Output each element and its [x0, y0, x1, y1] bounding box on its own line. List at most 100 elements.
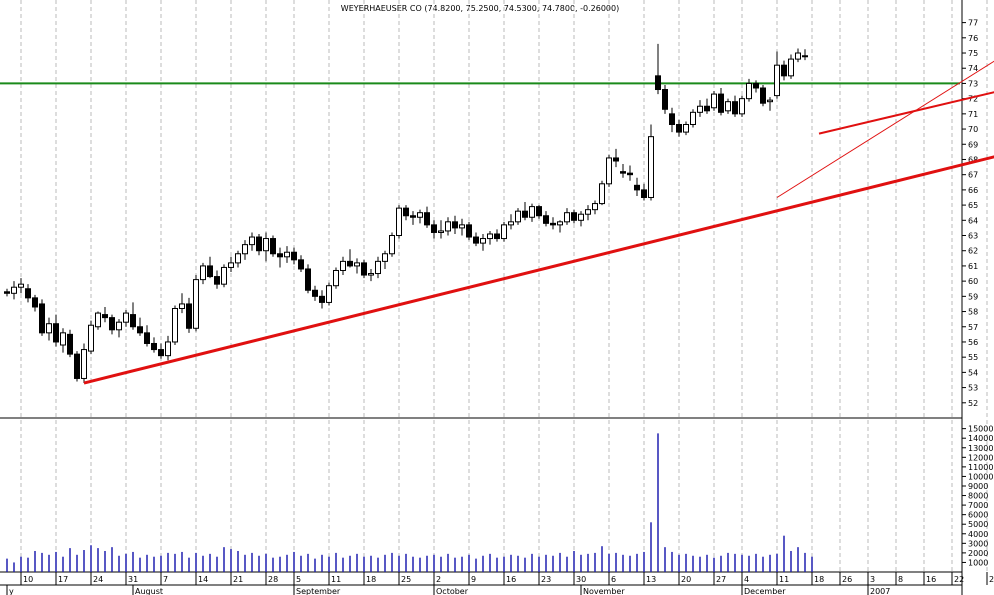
candle-body — [32, 297, 38, 308]
candle-body — [774, 64, 780, 97]
price-tick-label: 63 — [968, 232, 978, 241]
candle-body — [228, 262, 234, 268]
month-label: September — [296, 587, 341, 595]
volume-tick-label: 3000 — [968, 539, 988, 548]
candle-body — [445, 221, 451, 232]
candle-body — [389, 235, 395, 255]
price-tick-label: 58 — [968, 308, 978, 317]
candle-body — [312, 289, 318, 297]
date-tick-label: 22 — [954, 575, 964, 584]
candle-body — [767, 99, 773, 103]
candle-body — [648, 136, 654, 198]
candle-body — [662, 89, 668, 110]
price-tick-label: 59 — [968, 292, 978, 301]
candle-body — [11, 286, 17, 294]
volume-tick-label: 6000 — [968, 511, 988, 520]
volume-tick-label: 8000 — [968, 492, 988, 501]
price-tick-label: 52 — [968, 399, 978, 408]
candle-body — [669, 113, 675, 125]
candle-body — [235, 253, 241, 264]
candle-body — [417, 212, 423, 218]
date-tick-label: 18 — [366, 575, 376, 584]
candle-body — [788, 58, 794, 77]
price-tick-label: 76 — [968, 34, 978, 43]
candle-body — [606, 157, 612, 185]
candle-body — [137, 326, 143, 334]
candle-body — [291, 251, 297, 261]
candle-body — [123, 312, 129, 323]
candle-body — [739, 98, 745, 115]
candle-body — [95, 312, 101, 328]
candle-body — [536, 206, 542, 217]
price-tick-label: 67 — [968, 171, 978, 180]
date-tick-label: 16 — [506, 575, 516, 584]
volume-tick-label: 15000 — [968, 425, 993, 434]
date-tick-label: 10 — [23, 575, 33, 584]
price-tick-label: 66 — [968, 186, 978, 195]
price-tick-label: 54 — [968, 368, 978, 377]
candle-body — [585, 209, 591, 215]
candle-body — [116, 321, 122, 331]
candle-body — [102, 314, 108, 319]
candle-body — [242, 244, 248, 255]
candle-body — [144, 332, 150, 344]
date-tick-label: 6 — [611, 575, 616, 584]
volume-tick-label: 12000 — [968, 453, 993, 462]
candle-body — [4, 291, 10, 294]
candle-body — [305, 268, 311, 291]
candle-body — [319, 295, 325, 303]
date-tick-label: 27 — [716, 575, 726, 584]
candle-body — [263, 238, 269, 252]
month-label: December — [744, 587, 786, 595]
candle-body — [515, 210, 521, 223]
date-tick-label: 11 — [331, 575, 341, 584]
candle-body — [711, 93, 717, 109]
volume-tick-label: 10000 — [968, 472, 993, 481]
candle-body — [179, 303, 185, 310]
candle-body — [354, 262, 360, 267]
price-tick-label: 77 — [968, 19, 978, 28]
candle-body — [410, 215, 416, 218]
candle-body — [452, 221, 458, 229]
price-tick-label: 72 — [968, 95, 978, 104]
candle-body — [725, 101, 731, 112]
candle-body — [88, 324, 94, 352]
candle-body — [690, 111, 696, 125]
candle-body — [501, 224, 507, 240]
price-tick-label: 53 — [968, 384, 978, 393]
candle-body — [746, 82, 752, 100]
candle-body — [620, 171, 626, 174]
candle-body — [564, 212, 570, 223]
candle-body — [382, 253, 388, 262]
candle-body — [627, 172, 633, 176]
candle-body — [333, 269, 339, 287]
trendline — [818, 91, 994, 135]
volume-tick-label: 5000 — [968, 520, 988, 529]
candle-body — [480, 238, 486, 244]
date-tick-label: 7 — [163, 575, 168, 584]
candle-body — [109, 317, 115, 331]
candle-body — [25, 288, 31, 299]
date-tick-label: 28 — [268, 575, 278, 584]
date-tick-label: 30 — [576, 575, 586, 584]
month-label: y — [9, 587, 14, 595]
candle-body — [578, 213, 584, 221]
candle-body — [494, 233, 500, 240]
volume-tick-label: 4000 — [968, 530, 988, 539]
candle-body — [326, 285, 332, 303]
candle-body — [431, 224, 437, 233]
candle-body — [368, 273, 374, 276]
candle-body — [613, 157, 619, 162]
volume-tick-label: 9000 — [968, 482, 988, 491]
candle-body — [550, 222, 556, 226]
date-tick-label: 20 — [681, 575, 691, 584]
candle-body — [760, 87, 766, 104]
date-tick-label: 5 — [296, 575, 301, 584]
date-tick-label: 26 — [842, 575, 852, 584]
month-label: October — [436, 587, 469, 595]
volume-tick-label: 14000 — [968, 434, 993, 443]
date-tick-label: 4 — [744, 575, 749, 584]
candle-body — [557, 221, 563, 226]
